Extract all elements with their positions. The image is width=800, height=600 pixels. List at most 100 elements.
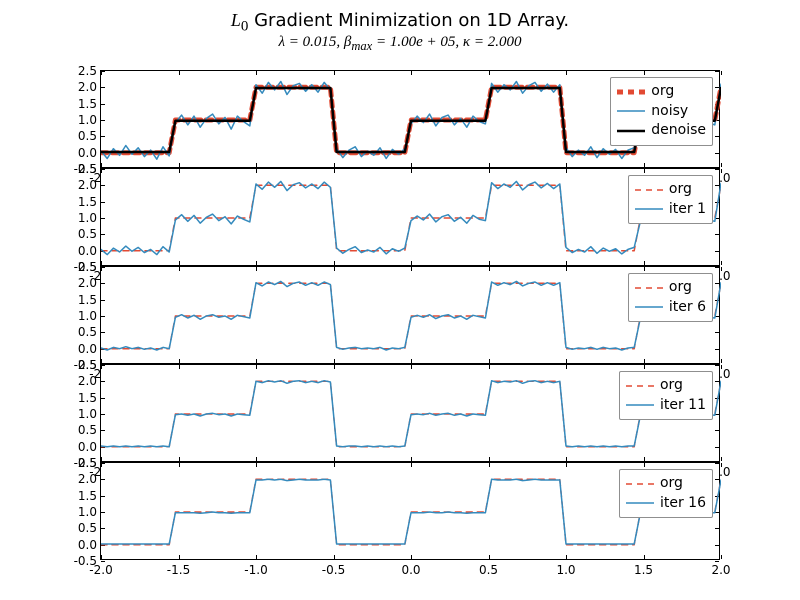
legend-label: iter 6 xyxy=(669,298,706,318)
xtick-label: -1.5 xyxy=(167,563,190,577)
legend-row: iter 11 xyxy=(626,396,706,416)
title-rest: Gradient Minimization on 1D Array. xyxy=(248,10,569,31)
legend-label: iter 11 xyxy=(660,396,706,416)
subtitle-max: max xyxy=(351,39,372,53)
legend-label: org xyxy=(660,376,683,396)
legend-swatch xyxy=(626,399,654,411)
legend-swatch xyxy=(635,184,663,196)
ytick-label: 0.5 xyxy=(78,325,97,339)
legend-label: denoise xyxy=(651,121,706,141)
xtick-mark xyxy=(721,555,722,559)
ytick-label: 2.0 xyxy=(78,80,97,94)
xtick-mark xyxy=(721,71,722,75)
ytick-label: 2.5 xyxy=(78,260,97,274)
legend-label: noisy xyxy=(651,102,688,122)
subtitle-b: = 1.00e + 05, κ = 2.000 xyxy=(372,34,521,50)
legend-swatch xyxy=(635,282,663,294)
subplot-0: -0.50.00.51.01.52.02.5-2.0-1.5-1.0-0.50.… xyxy=(100,70,720,168)
ytick-label: 2.5 xyxy=(78,456,97,470)
legend: orgiter 1 xyxy=(628,175,713,224)
title-L: L xyxy=(231,10,241,30)
legend-label: org xyxy=(660,474,683,494)
xtick-label: -2.0 xyxy=(89,563,112,577)
ytick-label: 2.0 xyxy=(78,178,97,192)
legend-row: denoise xyxy=(617,121,706,141)
subplot-4: -0.50.00.51.01.52.02.5-2.0-1.5-1.0-0.50.… xyxy=(100,462,720,560)
legend-label: iter 16 xyxy=(660,494,706,514)
ytick-mark xyxy=(715,561,719,562)
figure-title: L0 Gradient Minimization on 1D Array. xyxy=(0,10,800,36)
legend-row: iter 1 xyxy=(635,200,706,220)
legend: orgiter 16 xyxy=(619,469,713,518)
subplot-2: -0.50.00.51.01.52.02.5-2.0-1.5-1.0-0.50.… xyxy=(100,266,720,364)
legend: orgnoisydenoise xyxy=(610,77,713,146)
ytick-label: 1.0 xyxy=(78,113,97,127)
xtick-label: 0.0 xyxy=(401,563,420,577)
legend-swatch xyxy=(626,380,654,392)
figure: L0 Gradient Minimization on 1D Array. λ … xyxy=(0,0,800,600)
xtick-mark xyxy=(721,163,722,167)
ytick-label: 0.0 xyxy=(78,146,97,160)
ytick-label: 1.0 xyxy=(78,505,97,519)
ytick-label: 2.5 xyxy=(78,358,97,372)
subplot-1: -0.50.00.51.01.52.02.5-2.0-1.5-1.0-0.50.… xyxy=(100,168,720,266)
legend-label: org xyxy=(669,180,692,200)
legend-row: org xyxy=(617,82,706,102)
xtick-mark xyxy=(721,365,722,369)
subtitle-a: λ = 0.015, β xyxy=(279,34,352,50)
ytick-label: 0.5 xyxy=(78,227,97,241)
ytick-label: 2.0 xyxy=(78,374,97,388)
xtick-mark xyxy=(721,359,722,363)
ytick-label: 2.0 xyxy=(78,472,97,486)
ytick-label: 1.5 xyxy=(78,195,97,209)
legend-label: iter 1 xyxy=(669,200,706,220)
legend-swatch xyxy=(626,497,654,509)
ytick-label: 1.0 xyxy=(78,309,97,323)
legend: orgiter 6 xyxy=(628,273,713,322)
xtick-mark xyxy=(721,267,722,271)
ytick-label: 1.5 xyxy=(78,391,97,405)
legend-swatch xyxy=(635,203,663,215)
legend-swatch xyxy=(635,301,663,313)
xtick-label: 0.5 xyxy=(479,563,498,577)
legend-swatch xyxy=(617,125,645,137)
ytick-label: 1.5 xyxy=(78,97,97,111)
ytick-label: 0.0 xyxy=(78,440,97,454)
legend-row: org xyxy=(635,278,706,298)
xtick-mark xyxy=(721,261,722,265)
legend-label: org xyxy=(669,278,692,298)
xtick-label: -1.0 xyxy=(244,563,267,577)
ytick-label: 1.0 xyxy=(78,211,97,225)
legend-row: org xyxy=(626,474,706,494)
ytick-label: 0.5 xyxy=(78,129,97,143)
ytick-label: 0.5 xyxy=(78,521,97,535)
ytick-label: 0.0 xyxy=(78,538,97,552)
xtick-mark xyxy=(721,169,722,173)
ytick-label: 2.5 xyxy=(78,162,97,176)
ytick-label: 2.5 xyxy=(78,64,97,78)
legend-row: org xyxy=(635,180,706,200)
legend-swatch xyxy=(617,105,645,117)
legend-row: iter 6 xyxy=(635,298,706,318)
legend-row: org xyxy=(626,376,706,396)
ytick-label: 2.0 xyxy=(78,276,97,290)
ytick-label: 0.5 xyxy=(78,423,97,437)
ytick-label: 0.0 xyxy=(78,244,97,258)
legend: orgiter 11 xyxy=(619,371,713,420)
xtick-mark xyxy=(721,457,722,461)
legend-row: iter 16 xyxy=(626,494,706,514)
ytick-mark xyxy=(101,561,105,562)
xtick-label: 1.0 xyxy=(556,563,575,577)
legend-swatch xyxy=(626,478,654,490)
ytick-label: 1.0 xyxy=(78,407,97,421)
legend-row: noisy xyxy=(617,102,706,122)
xtick-mark xyxy=(721,463,722,467)
legend-label: org xyxy=(651,82,674,102)
ytick-label: 1.5 xyxy=(78,489,97,503)
ytick-label: 0.0 xyxy=(78,342,97,356)
ytick-label: 1.5 xyxy=(78,293,97,307)
legend-swatch xyxy=(617,86,645,98)
xtick-label: 2.0 xyxy=(711,563,730,577)
figure-subtitle: λ = 0.015, βmax = 1.00e + 05, κ = 2.000 xyxy=(0,34,800,54)
xtick-label: -0.5 xyxy=(322,563,345,577)
